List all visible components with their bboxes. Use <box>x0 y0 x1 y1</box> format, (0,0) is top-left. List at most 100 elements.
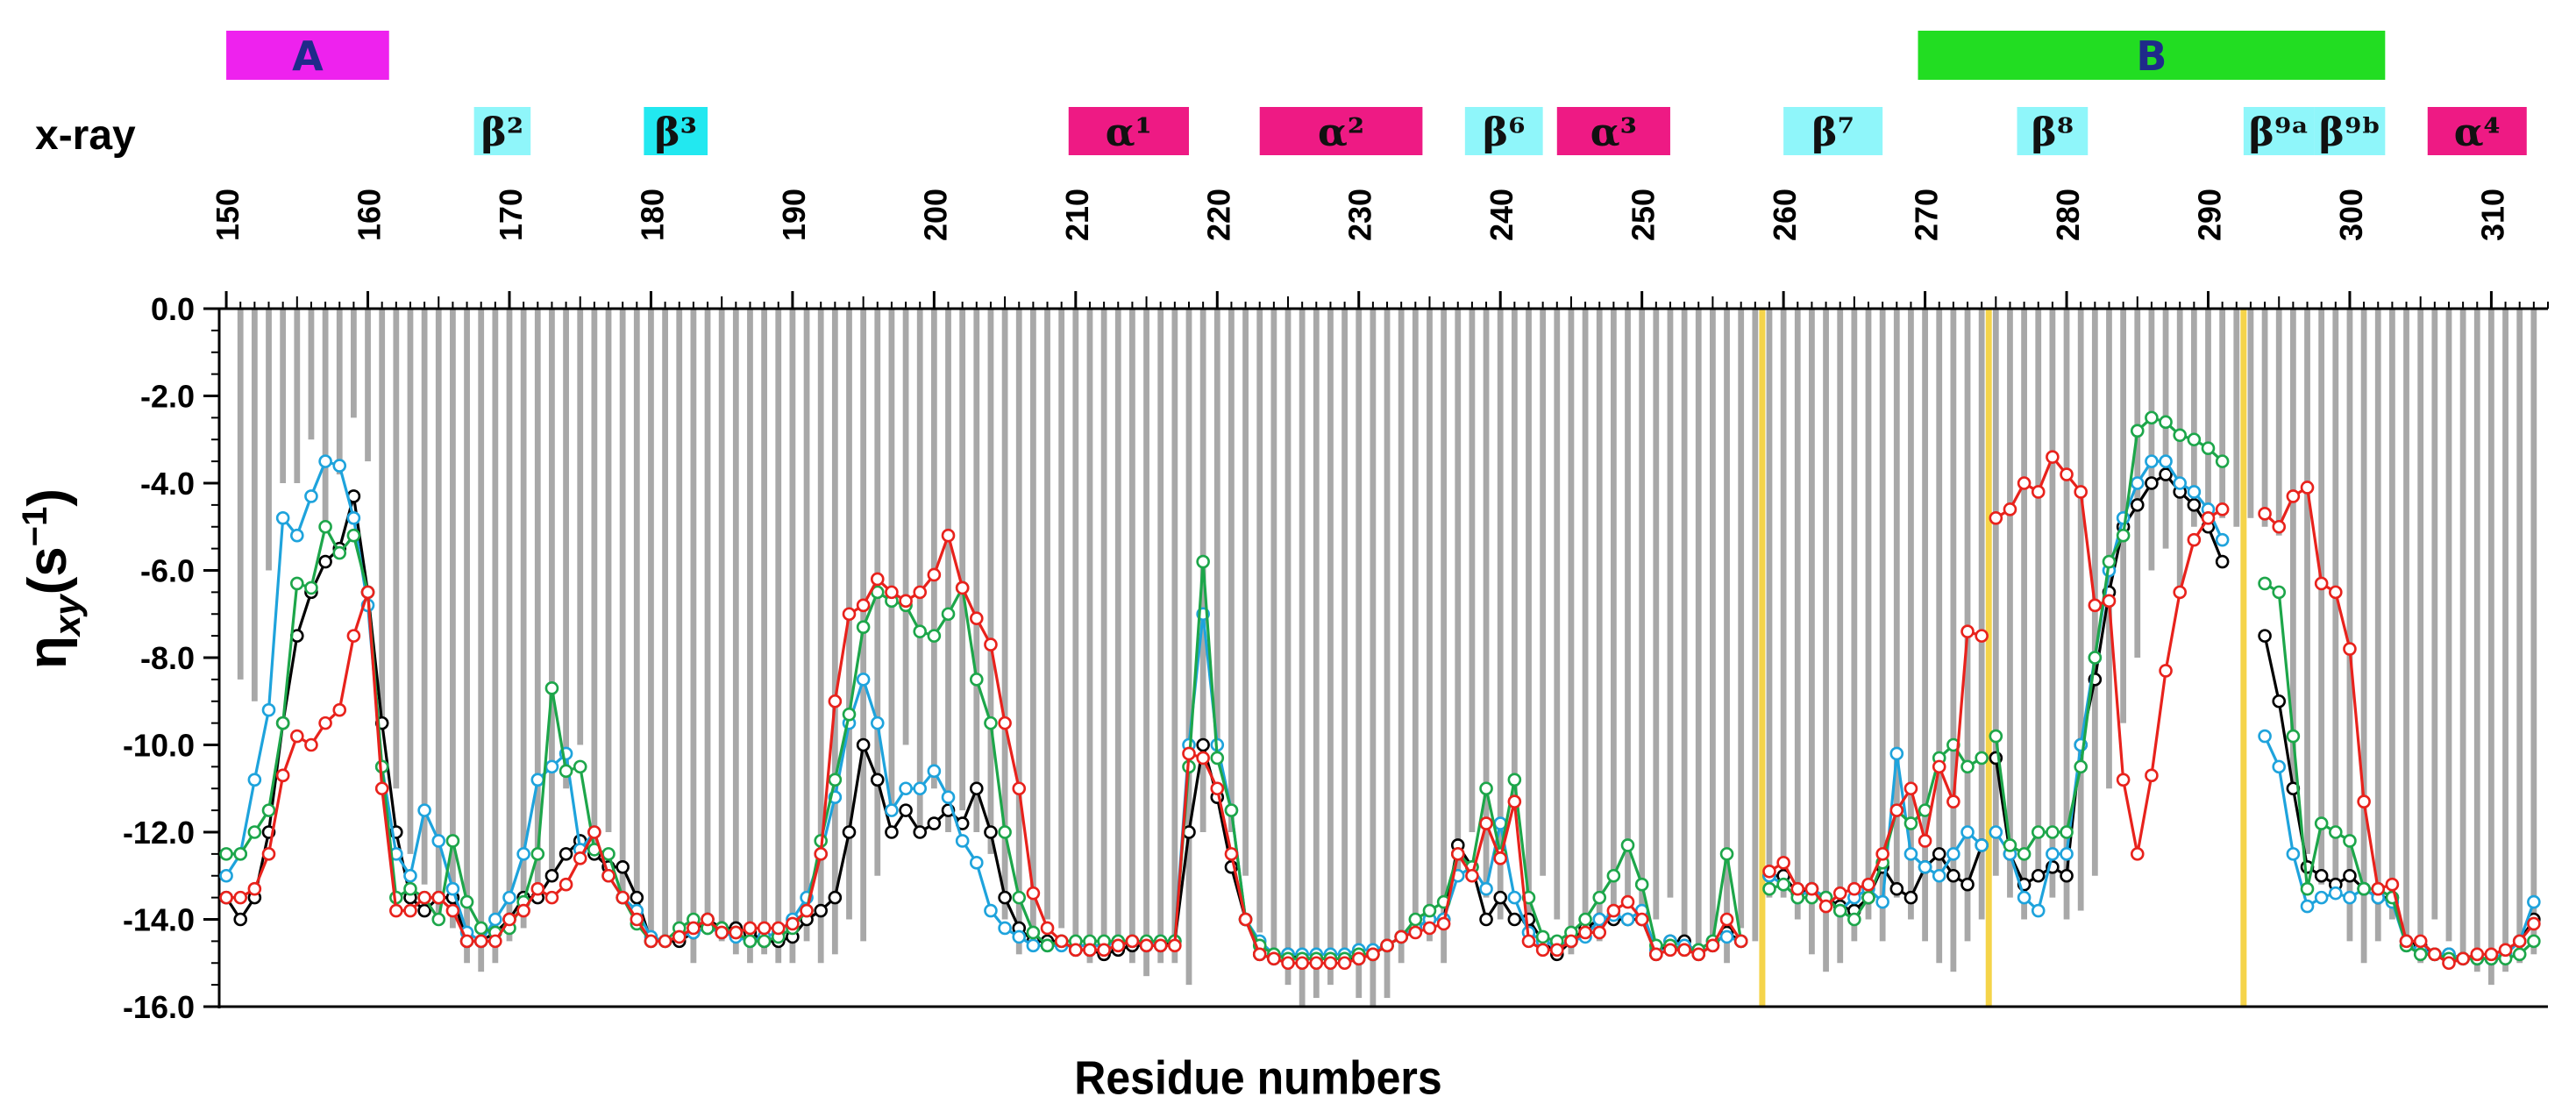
gray-bar-220 <box>1213 309 1220 745</box>
point-cyan-201 <box>941 790 956 805</box>
point-red-206 <box>1012 781 1027 796</box>
point-black-204 <box>984 825 998 839</box>
gray-bar-297 <box>2304 309 2310 854</box>
gray-bar-268 <box>1893 309 1900 898</box>
point-cyan-d-294 <box>2258 729 2272 744</box>
point-green-200 <box>927 629 942 643</box>
point-black-199 <box>913 825 928 839</box>
point-black-193 <box>828 890 843 905</box>
point-cyan-c-285 <box>2130 476 2145 490</box>
point-red-b-261 <box>1790 881 1805 896</box>
point-black-c-287 <box>2159 467 2173 481</box>
gray-bar-241 <box>1511 309 1518 811</box>
gray-bar-176 <box>591 309 598 854</box>
point-red-232 <box>1380 938 1394 953</box>
point-cyan-172 <box>530 773 545 787</box>
point-red-156 <box>304 737 318 752</box>
gray-bar-164 <box>421 309 428 885</box>
point-green-239 <box>1479 781 1493 796</box>
point-black-195 <box>856 737 871 752</box>
gray-bar-181 <box>662 309 668 942</box>
x-tick-label-290: 290 <box>2191 189 2227 241</box>
point-cyan-d-295 <box>2272 759 2287 774</box>
point-red-164 <box>417 890 431 905</box>
gray-bar-271 <box>1936 309 1943 964</box>
point-green-b-273 <box>1960 759 1975 774</box>
domain-bar-a <box>226 31 389 80</box>
point-cyan-d-300 <box>2343 890 2357 905</box>
point-red-c-281 <box>2074 485 2088 499</box>
point-red-d-303 <box>2385 877 2400 892</box>
point-green-159 <box>346 528 361 543</box>
series-line-cyan-b <box>1768 751 1983 913</box>
y-tick-label-4: -8.0 <box>140 640 195 676</box>
point-green-d-297 <box>2300 881 2315 896</box>
gray-bar-191 <box>803 309 810 942</box>
point-red-175 <box>573 851 587 865</box>
point-red-b-262 <box>1804 881 1819 896</box>
gray-bar-257 <box>1738 309 1745 929</box>
gray-bar-250 <box>1639 309 1646 920</box>
point-cyan-163 <box>403 868 417 883</box>
point-red-172 <box>530 881 545 896</box>
point-red-201 <box>941 528 956 543</box>
point-red-d-300 <box>2343 642 2357 656</box>
point-black-198 <box>899 803 913 817</box>
point-cyan-166 <box>445 881 460 896</box>
point-red-c-291 <box>2215 502 2230 516</box>
point-red-b-265 <box>1847 881 1861 896</box>
series-red <box>219 528 1748 971</box>
point-red-220 <box>1210 781 1225 796</box>
gray-bar-178 <box>619 309 626 898</box>
point-green-d-296 <box>2286 729 2301 744</box>
y-tick-label-3: -6.0 <box>140 553 195 589</box>
point-green-167 <box>459 894 474 909</box>
point-red-186 <box>729 925 744 940</box>
ss-label-7: β⁸ <box>2032 110 2074 155</box>
gray-bar-260 <box>1780 309 1787 898</box>
gray-bar-167 <box>464 309 470 964</box>
point-black-c-278 <box>2031 868 2046 883</box>
point-green-c-286 <box>2145 410 2159 425</box>
point-red-183 <box>687 921 701 936</box>
point-cyan-202 <box>955 834 970 848</box>
series-green-c <box>1989 410 2230 861</box>
ss-label-4: β⁶ <box>1483 110 1526 155</box>
gray-bar-217 <box>1171 309 1178 964</box>
point-red-207 <box>1026 886 1041 901</box>
point-red-257 <box>1733 934 1748 949</box>
point-red-b-268 <box>1889 803 1904 817</box>
ss-label-0: β² <box>481 110 524 155</box>
point-red-d-299 <box>2329 585 2343 600</box>
x-tick-label-180: 180 <box>634 189 670 241</box>
point-red-d-312 <box>2512 934 2527 949</box>
point-green-158 <box>332 545 347 560</box>
point-red-154 <box>275 768 290 783</box>
point-red-193 <box>828 694 843 709</box>
gray-bar-274 <box>1978 309 1985 920</box>
point-cyan-c-275 <box>1989 825 2003 839</box>
point-green-d-313 <box>2527 934 2541 949</box>
reference-lines <box>1759 309 2247 1007</box>
point-black-157 <box>318 554 332 569</box>
point-red-168 <box>473 934 488 949</box>
point-cyan-b-273 <box>1960 825 1975 839</box>
point-black-174 <box>559 847 573 861</box>
point-red-209 <box>1054 934 1069 949</box>
point-red-247 <box>1592 925 1607 940</box>
gray-bar-180 <box>648 309 654 942</box>
point-cyan-150 <box>219 868 233 883</box>
gray-bar-188 <box>761 309 768 955</box>
point-red-238 <box>1465 868 1479 883</box>
point-red-151 <box>233 890 248 905</box>
point-black-151 <box>233 912 248 927</box>
point-green-199 <box>913 624 928 638</box>
point-red-217 <box>1168 938 1182 953</box>
gray-bar-154 <box>280 309 287 483</box>
point-cyan-247 <box>1592 912 1607 927</box>
point-red-228 <box>1323 956 1338 971</box>
series-line-red-b <box>1768 630 1982 908</box>
series-red-b <box>1762 624 1989 914</box>
point-red-199 <box>913 585 928 600</box>
point-black-200 <box>927 816 942 830</box>
